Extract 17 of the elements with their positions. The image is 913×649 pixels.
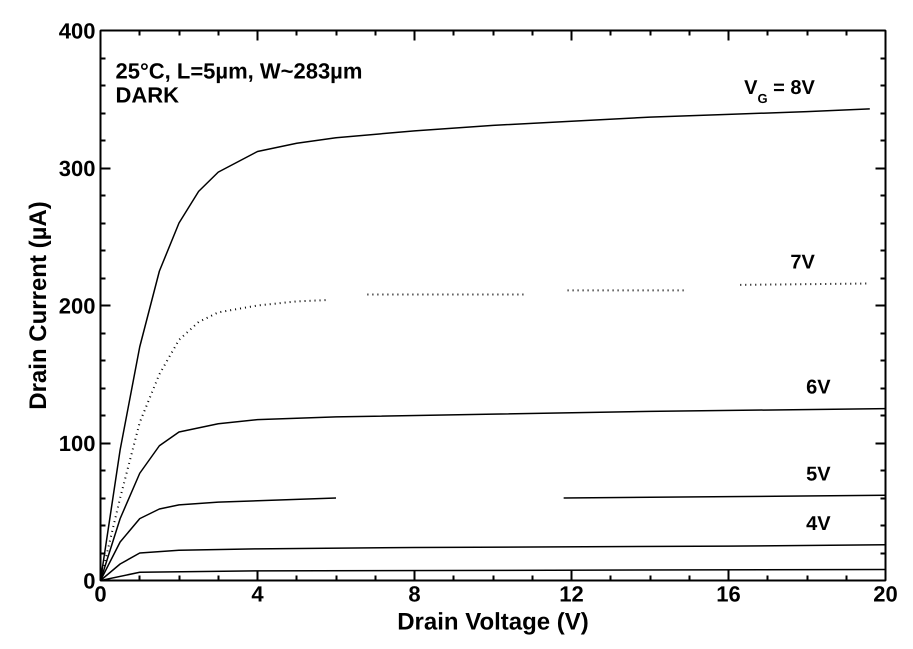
series-label: 7V: [790, 252, 816, 274]
y-tick-label: 300: [58, 156, 96, 181]
annotation: DARK: [116, 82, 180, 108]
x-tick-label: 16: [716, 582, 741, 606]
series-label: 6V: [806, 376, 832, 399]
y-tick-label: 400: [58, 18, 96, 44]
series-label: 4V: [806, 512, 832, 535]
y-tick-label: 100: [58, 431, 96, 456]
x-axis-title: Drain Voltage (V): [397, 608, 589, 636]
annotation: 25°C, L=5µm, W~283µm: [116, 58, 362, 84]
x-tick-label: 12: [559, 582, 584, 606]
y-axis-title: Drain Current (µA): [24, 201, 52, 410]
x-tick-label: 20: [873, 582, 898, 606]
x-tick-label: 8: [408, 582, 421, 606]
y-tick-label: 200: [58, 294, 96, 318]
x-tick-label: 4: [251, 582, 264, 606]
series-label: 5V: [806, 463, 832, 486]
